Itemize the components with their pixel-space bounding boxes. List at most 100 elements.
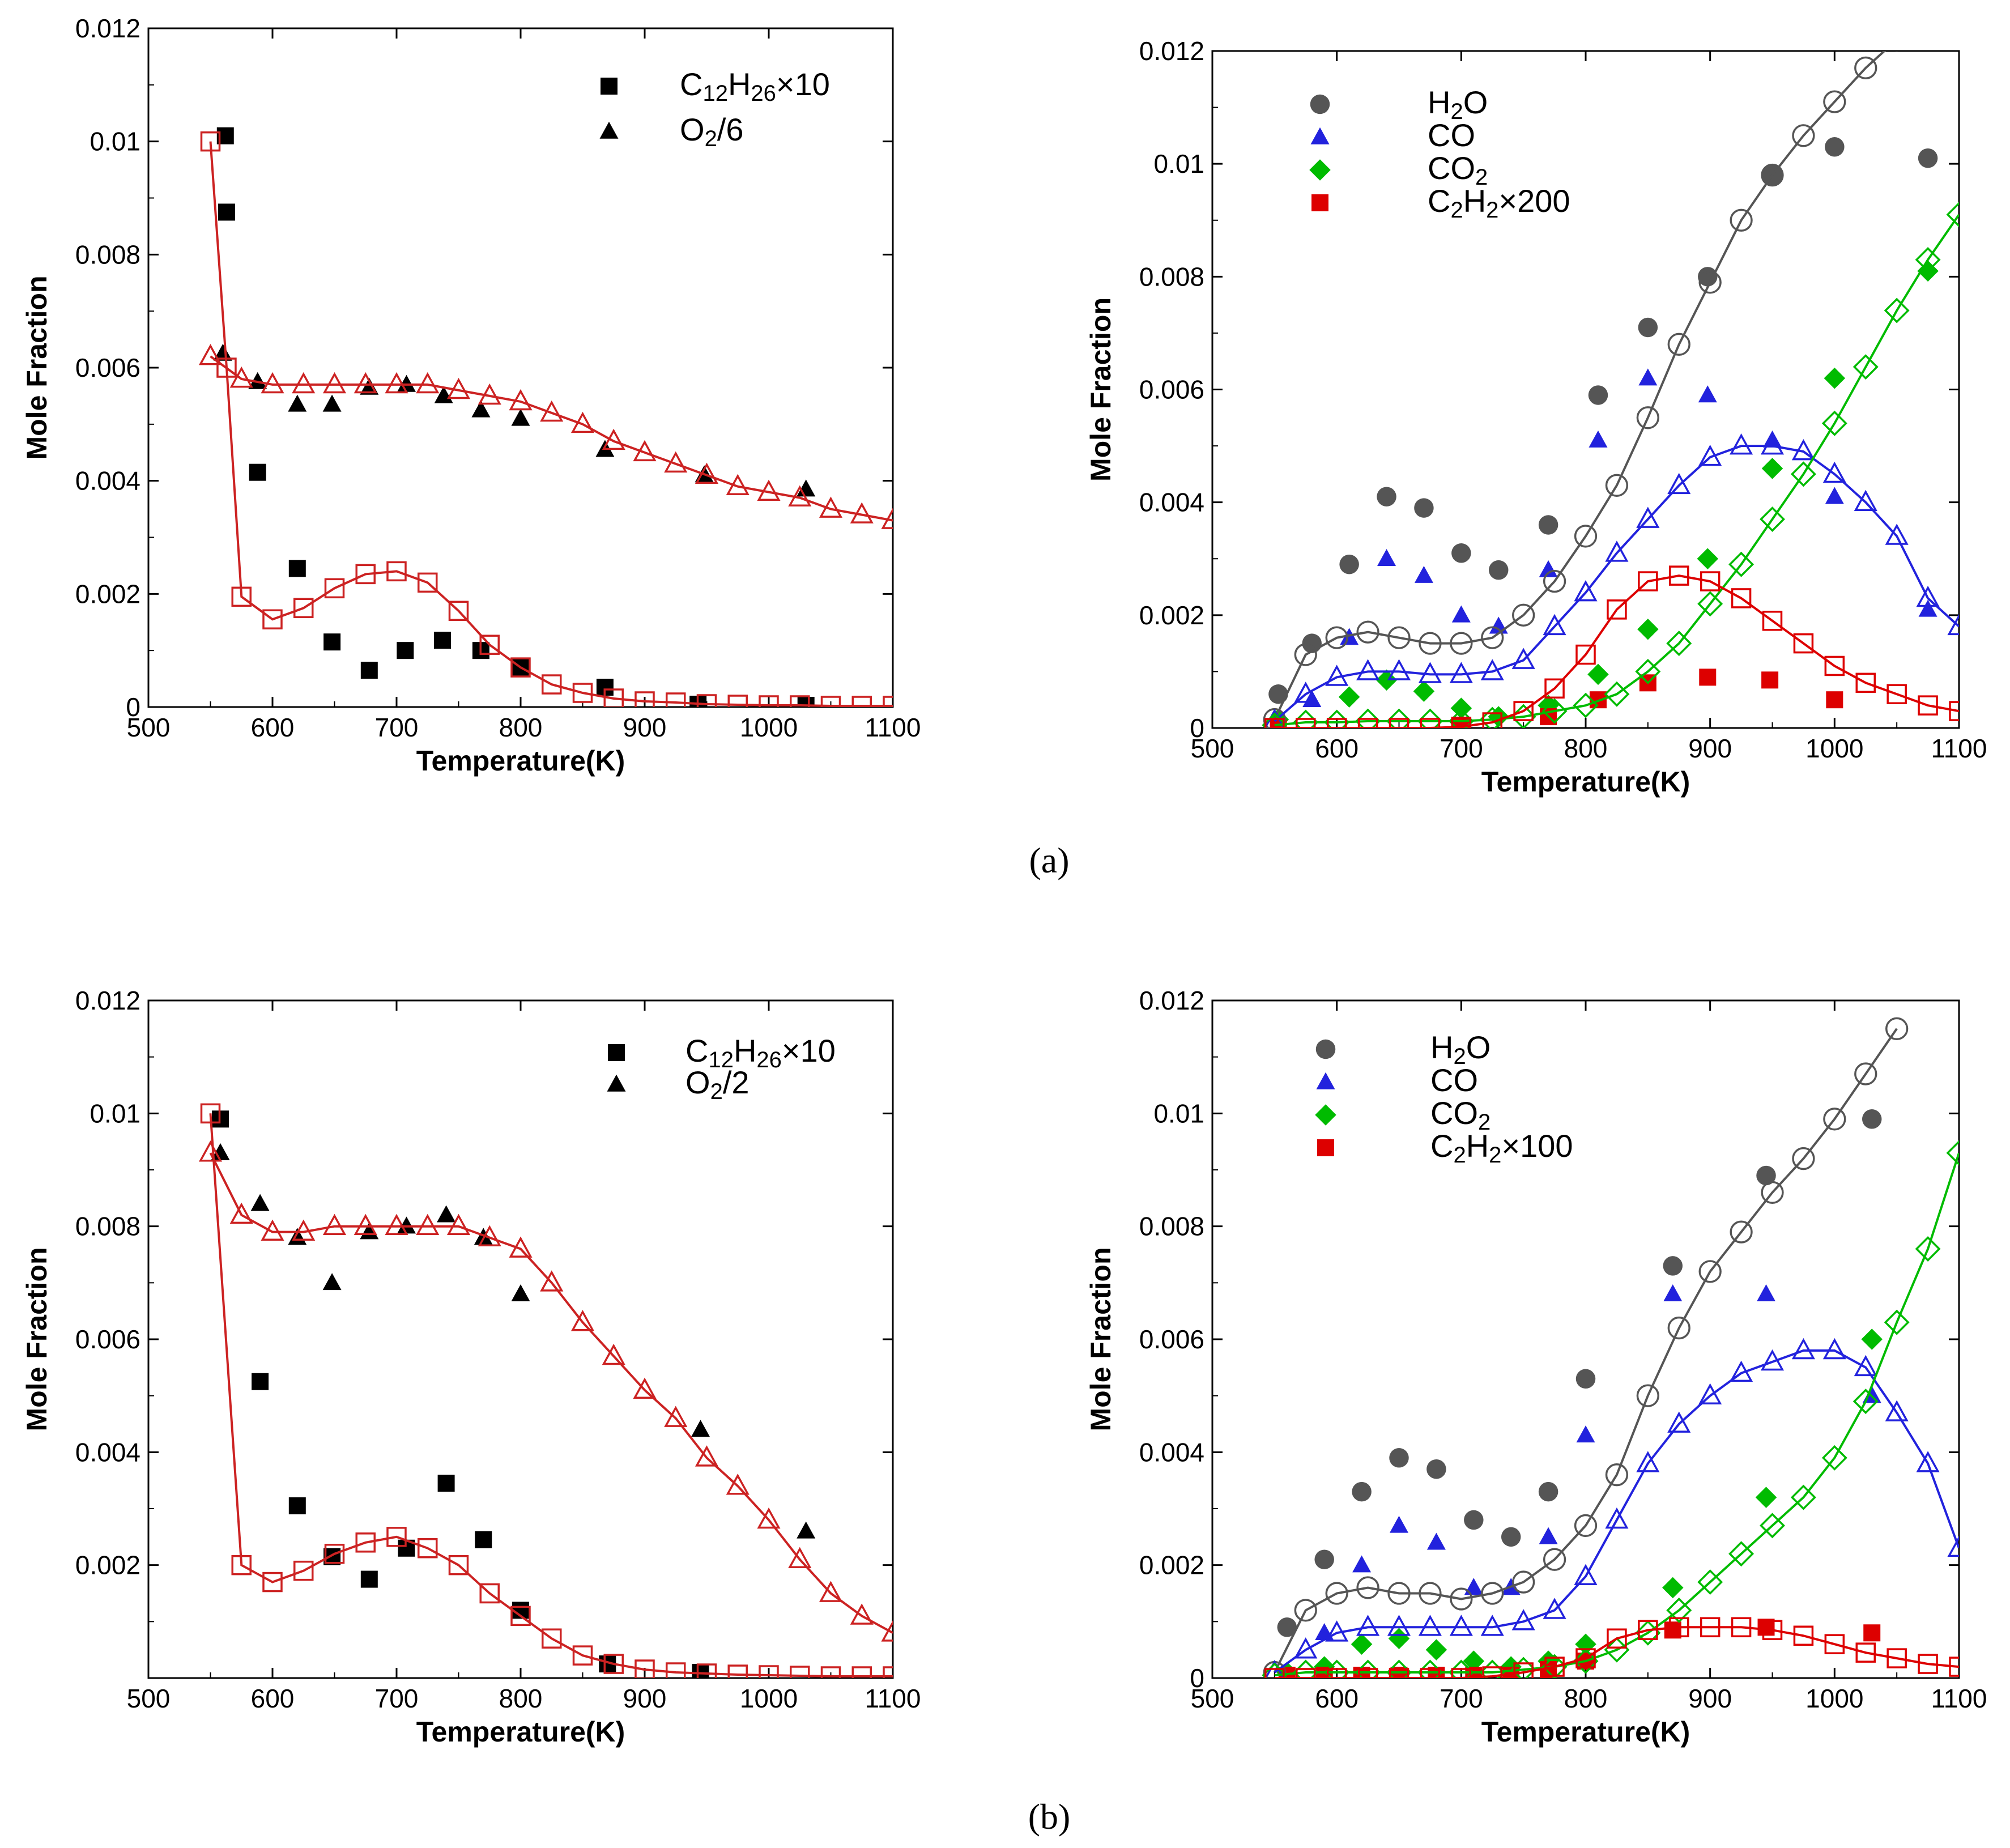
model-point [1420, 1668, 1441, 1678]
x-tick-label: 1000 [740, 1684, 798, 1713]
data-point [1756, 1165, 1776, 1186]
model-point [1325, 1582, 1348, 1605]
x-tick-label: 600 [251, 1684, 295, 1713]
legend-label-part: 2 [1453, 1143, 1466, 1168]
model-point [666, 1662, 686, 1678]
model-point [1604, 1637, 1630, 1663]
model-point [851, 1666, 872, 1678]
model-point [1607, 1628, 1627, 1649]
model-point [602, 1343, 625, 1365]
data-point [1863, 1624, 1881, 1642]
chart-b-left: 500 600 700 800 900 1000 1100 0.002 0.004 0.006 0.… [21, 986, 921, 1748]
model-point [570, 411, 595, 433]
model-point [1698, 271, 1722, 294]
model-point [1947, 1535, 1959, 1557]
model-point [1793, 1625, 1814, 1646]
model-point [1636, 506, 1660, 528]
legend-label-part: O [685, 1064, 710, 1100]
data-point [1824, 367, 1846, 389]
model-point [1356, 1615, 1380, 1636]
model-point [293, 598, 314, 619]
x-tick-label: 600 [1315, 1684, 1359, 1713]
data-point [511, 1284, 530, 1302]
x-tick-label: 500 [127, 713, 171, 742]
y-tick-label: 0.006 [1139, 1325, 1204, 1354]
model-point [1667, 333, 1690, 356]
model-point [355, 564, 376, 585]
model-point [1666, 631, 1692, 657]
data-point [213, 343, 232, 361]
data-point [1426, 1532, 1446, 1550]
model-point [1946, 202, 1959, 228]
model-point [416, 1213, 440, 1236]
legend-label-part: 2 [710, 1079, 723, 1104]
series-0 [212, 1110, 709, 1678]
model-point [322, 1213, 347, 1236]
y-axis-label: Mole Fraction [21, 1247, 53, 1431]
model-point [1886, 1648, 1907, 1668]
model-point [1605, 474, 1629, 497]
legend-label-part: O [1466, 1029, 1491, 1065]
model-point [1294, 1637, 1318, 1659]
model-point [293, 1560, 314, 1581]
model-point [478, 383, 501, 405]
y-tick-label: 0.008 [75, 1212, 140, 1241]
data-point [1861, 1328, 1883, 1350]
data-point [1663, 1256, 1683, 1276]
x-tick-label: 900 [1688, 1684, 1732, 1713]
legend-label-part: O [680, 112, 705, 147]
model-point [1854, 489, 1877, 512]
model-point [386, 1527, 407, 1547]
legend-label: C2H2×100 [1430, 1128, 1573, 1168]
model-point [231, 586, 252, 607]
legend-marker [607, 1074, 626, 1092]
model-point [1698, 1260, 1722, 1283]
model-point [1449, 662, 1473, 683]
model-point [540, 400, 564, 422]
model-point [1638, 1620, 1658, 1641]
model-point [820, 696, 841, 707]
model-point [509, 1236, 533, 1258]
model-point [881, 1620, 893, 1642]
legend-label-part: 2 [1489, 1143, 1501, 1168]
x-tick-label: 800 [1564, 1684, 1608, 1713]
legend-label: O2/2 [685, 1064, 750, 1104]
data-point [1389, 1448, 1409, 1468]
legend-label-part: CO [1428, 117, 1475, 153]
model-point [1511, 648, 1535, 669]
y-tick-label: 0.006 [1139, 375, 1204, 404]
x-tick-label: 500 [1191, 1684, 1234, 1713]
y-tick-label: 0.01 [1153, 1098, 1204, 1128]
model-point [1855, 1642, 1876, 1663]
model-point [216, 357, 237, 378]
model-point [1638, 571, 1658, 591]
y-tick-label: 0.002 [1139, 1551, 1204, 1580]
data-point [1575, 1633, 1596, 1655]
data-point [434, 632, 452, 649]
model-point [1666, 1597, 1692, 1623]
model-point [1325, 665, 1349, 686]
model-point [1886, 684, 1907, 704]
x-axis-label: Temperature(K) [416, 745, 625, 777]
legend-label-part: H [728, 66, 751, 102]
x-tick-label: 800 [499, 713, 543, 742]
legend-marker [1316, 1072, 1335, 1089]
model-point [231, 1555, 252, 1576]
y-tick-label: 0.01 [1153, 149, 1204, 178]
model-point [1667, 1411, 1691, 1433]
model-point [695, 1445, 719, 1467]
model-point [1543, 569, 1566, 593]
y-tick-label: 0.002 [1139, 601, 1204, 630]
legend-marker [1317, 1139, 1334, 1156]
model-curve [209, 1113, 893, 1677]
model-point [322, 372, 347, 394]
model-point [790, 1666, 810, 1678]
data-point [1352, 1481, 1372, 1502]
model-point [1387, 659, 1411, 680]
model-point [200, 131, 221, 152]
data-point [437, 1205, 456, 1223]
legend-label-part: H [1466, 1128, 1489, 1164]
plot-area [198, 127, 893, 707]
model-point [1760, 1349, 1785, 1371]
model-curve [210, 355, 893, 522]
